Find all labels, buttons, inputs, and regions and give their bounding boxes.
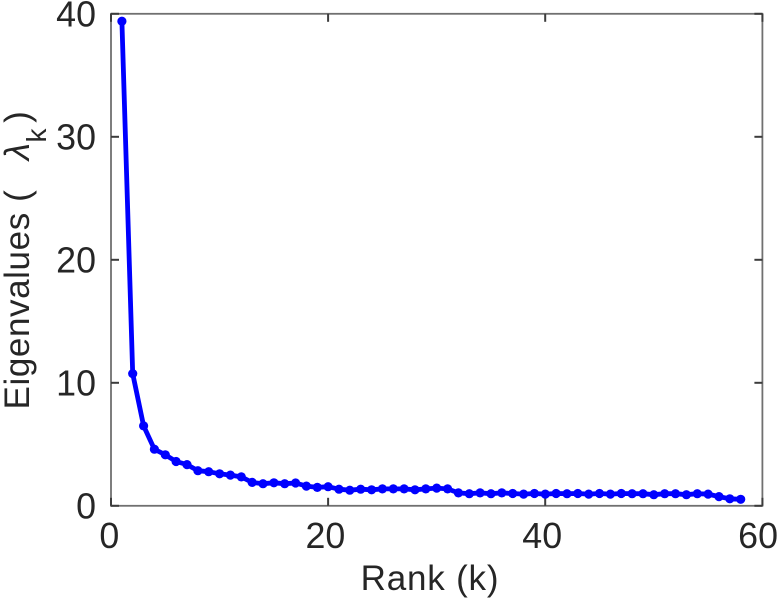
- svg-text:20: 20: [305, 516, 345, 556]
- svg-text:0: 0: [99, 516, 119, 556]
- svg-text:20: 20: [56, 241, 96, 281]
- svg-text:Rank (k): Rank (k): [361, 559, 500, 598]
- svg-text:30: 30: [56, 118, 96, 158]
- svg-text:60: 60: [738, 516, 778, 556]
- svg-text:0: 0: [76, 487, 96, 527]
- svg-text:40: 40: [56, 0, 96, 35]
- svg-text:10: 10: [56, 364, 96, 404]
- svg-text:40: 40: [522, 516, 562, 556]
